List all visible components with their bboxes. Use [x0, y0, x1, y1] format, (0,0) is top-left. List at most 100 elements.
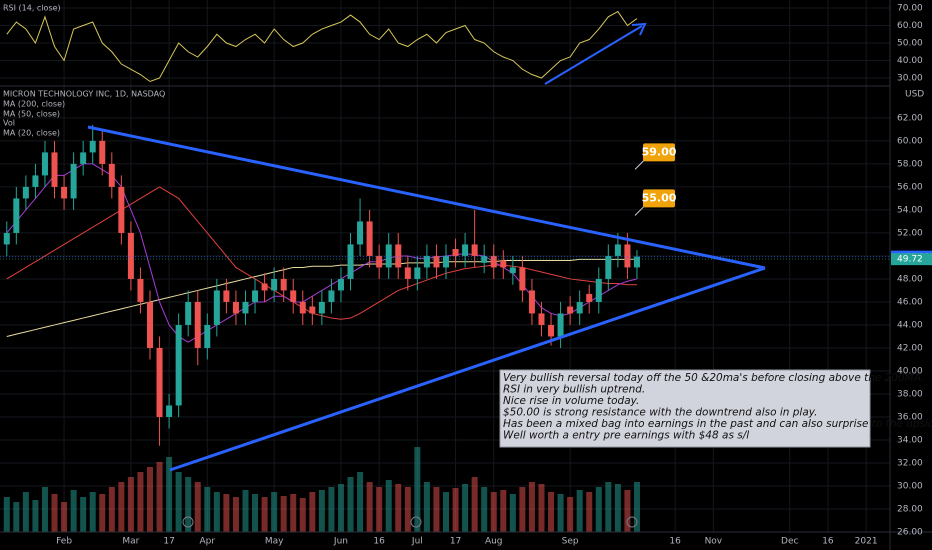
candle-body	[185, 301, 192, 325]
volume-bar	[471, 477, 478, 532]
candle-body	[404, 267, 411, 279]
volume-bar	[70, 490, 77, 532]
candle-body	[3, 232, 10, 245]
volume-bar	[137, 472, 144, 532]
y-tick-label: 38.00	[897, 389, 923, 399]
arrow-head	[631, 22, 647, 36]
candle-body	[376, 255, 383, 268]
volume-bar	[318, 490, 325, 532]
candle-body	[70, 163, 77, 199]
note-line: $50.00 is strong resistance with the dow…	[503, 407, 818, 419]
y-tick-label: 48.00	[897, 274, 923, 284]
legend-entry: MA (200, close)	[3, 100, 65, 109]
x-tick-label: Jun	[333, 537, 348, 547]
candle-body	[605, 255, 612, 279]
y-tick-label: 46.00	[897, 297, 923, 307]
callout-pointer	[634, 159, 646, 170]
volume-bar	[452, 488, 459, 532]
earnings-marker	[626, 516, 638, 528]
note-box	[499, 369, 871, 448]
volume-bar	[395, 484, 402, 532]
volume-bar	[261, 497, 268, 532]
candle-body	[99, 140, 106, 164]
volume-bar	[309, 492, 316, 532]
candle-body	[357, 221, 364, 245]
volume-bar	[528, 482, 535, 532]
volume-bar	[328, 487, 335, 532]
rsi-tick-label: 30.00	[897, 74, 923, 84]
x-tick-label: Feb	[56, 537, 72, 547]
candle-body	[481, 255, 488, 263]
legend-entry: MA (20, close)	[3, 129, 60, 138]
candle-body	[586, 293, 593, 302]
rsi-tick-label: 50.00	[897, 39, 923, 49]
volume-bar	[366, 482, 373, 532]
candle-body	[41, 152, 48, 176]
rsi-tick-label: 60.00	[897, 21, 923, 31]
volume-bar	[223, 494, 230, 532]
y-tick-label: 58.00	[897, 159, 923, 169]
candle-body	[452, 249, 459, 256]
x-tick-label: Mar	[122, 537, 139, 547]
callout-box	[643, 189, 675, 208]
candle-body	[32, 175, 39, 187]
candle-body	[443, 255, 449, 268]
legend: RSI (14, close) MICRON TECHNOLOGY INC, 1…	[3, 4, 165, 138]
volume-bar	[595, 487, 602, 532]
earnings-marker	[410, 516, 422, 528]
volume-bar	[509, 494, 516, 532]
note-line: Very bullish reversal today off the 50 &…	[503, 372, 925, 384]
y-tick-label: 32.00	[897, 458, 923, 468]
x-tick-label: Sep	[562, 537, 579, 547]
volume-bar	[3, 497, 10, 532]
candle-body	[471, 244, 478, 256]
y-tick-label: 30.00	[897, 481, 923, 491]
candle-body	[242, 301, 249, 314]
rsi-title: RSI (14, close)	[3, 4, 61, 13]
candle-body	[366, 221, 373, 256]
volume-bar	[462, 484, 469, 532]
callout-label: 59.00	[642, 145, 677, 158]
volume-bar	[357, 472, 364, 532]
y-tick-label: 34.00	[897, 435, 923, 445]
candle-body	[557, 313, 564, 337]
chart-title: MICRON TECHNOLOGY INC, 1D, NASDAQ	[3, 90, 165, 99]
x-tick-label: 17	[163, 537, 174, 547]
candle-body	[633, 256, 640, 268]
rsi-tick-label: 70.00	[897, 4, 923, 14]
candle-body	[204, 324, 211, 348]
candle-body	[414, 267, 421, 279]
volume-bar	[385, 480, 392, 532]
candle-body	[261, 283, 268, 291]
earnings-markers	[182, 516, 638, 528]
candle-body	[89, 140, 96, 153]
candle-body	[137, 278, 144, 302]
volume-bar	[127, 477, 134, 532]
candle-body	[528, 290, 535, 314]
volume-bar	[299, 498, 306, 532]
volume-bar	[32, 500, 39, 532]
volume-bar	[41, 487, 48, 532]
x-tick-label: 17	[450, 537, 461, 547]
volume-bar	[414, 447, 421, 532]
candle-body	[175, 324, 182, 406]
candle-body	[61, 186, 68, 199]
callout-label: 55.00	[642, 191, 677, 204]
volume-bar	[614, 484, 621, 532]
candle-body	[118, 186, 125, 233]
volume-bar	[490, 492, 497, 532]
volume-bar	[586, 492, 593, 532]
volume-bar	[271, 492, 278, 532]
volume-bar	[433, 487, 440, 532]
volume-bar	[118, 482, 125, 532]
volume-bar	[108, 487, 115, 532]
candle-body	[309, 306, 316, 314]
candle-body	[147, 301, 153, 348]
ma-line	[6, 258, 637, 337]
volume-bar	[376, 487, 383, 532]
candle-body	[567, 306, 574, 314]
volume-bar	[51, 494, 58, 532]
volume-bar	[194, 482, 201, 532]
y-tick-label: 56.00	[897, 182, 923, 192]
candle-body	[232, 301, 239, 314]
